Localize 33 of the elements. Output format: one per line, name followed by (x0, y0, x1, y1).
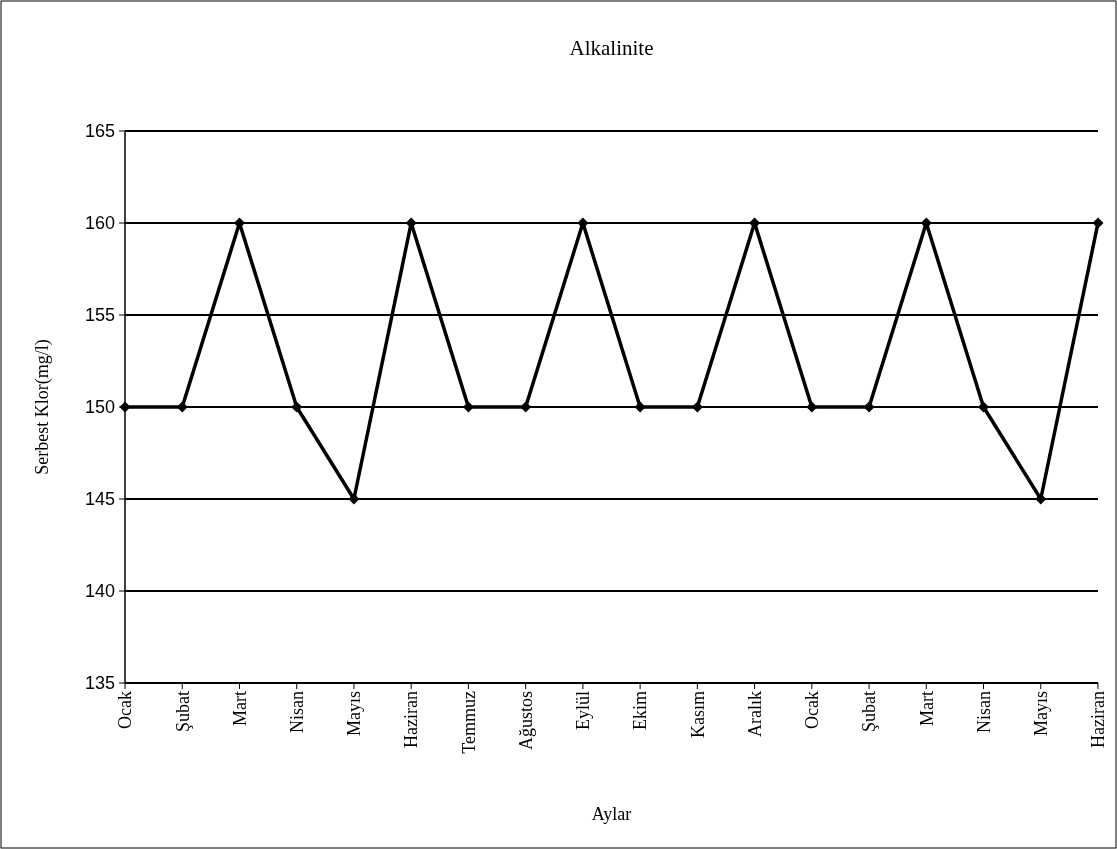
x-tick-label: Ocak (115, 691, 136, 729)
y-tick-label: 160 (84, 213, 115, 234)
y-tick-label: 155 (84, 305, 115, 326)
x-tick-label: Mart (916, 691, 937, 726)
x-tick-label: Temmuz (458, 690, 479, 754)
x-tick-label: Kasım (687, 691, 708, 738)
y-tick-label: 150 (84, 397, 115, 418)
x-tick-label: Nisan (287, 691, 308, 733)
x-tick-label: Eylül (573, 691, 594, 730)
point (863, 401, 875, 413)
point (348, 493, 360, 505)
x-tick-label: Ağustos (515, 691, 536, 751)
y-axis-title: Serbest Klor(mg/l) (32, 339, 53, 475)
x-axis-title: Aylar (591, 804, 632, 824)
point (1092, 217, 1104, 229)
chart-title: Alkalinite (569, 36, 654, 60)
x-tick-label: Haziran (1088, 691, 1109, 748)
x-tick-label: Haziran (401, 691, 422, 748)
x-tick-label: Şubat (172, 691, 193, 733)
x-tick-label: Ocak (802, 691, 823, 729)
y-tick-label: 145 (84, 489, 115, 510)
point (1035, 493, 1047, 505)
x-tick-label: Mart (229, 691, 250, 726)
x-tick-label: Aralık (744, 691, 765, 737)
point (634, 401, 646, 413)
x-tick-label: Şubat (859, 691, 880, 733)
y-tick-label: 135 (84, 673, 115, 694)
x-tick-label: Mayıs (344, 691, 365, 736)
x-tick-label: Nisan (973, 691, 994, 733)
x-tick-label: Ekim (630, 691, 651, 730)
y-tick-label: 165 (84, 121, 115, 142)
x-tick-label: Mayıs (1031, 691, 1052, 736)
y-tick-label: 140 (84, 581, 115, 602)
